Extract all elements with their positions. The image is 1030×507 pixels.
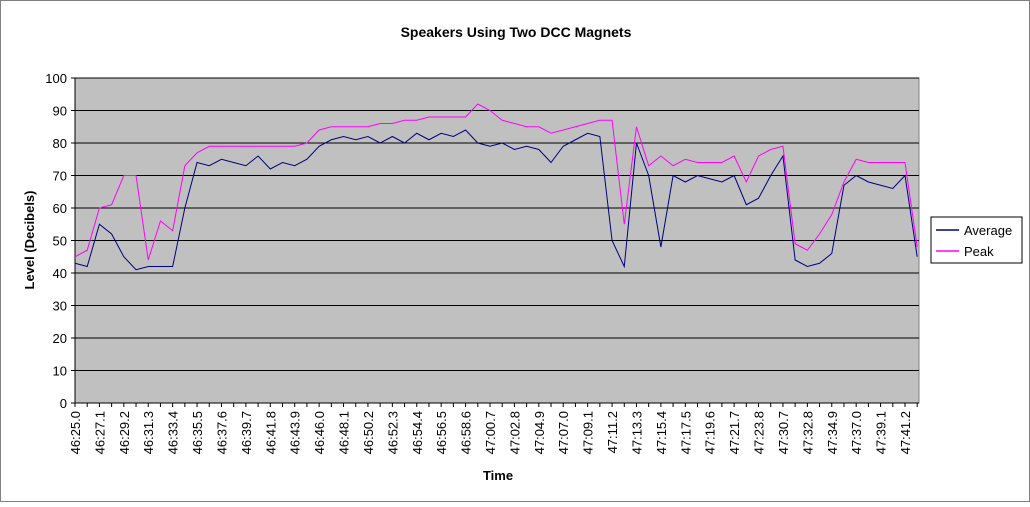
x-tick-label: 46:33.4 <box>166 411 181 454</box>
x-tick-label: 47:13.3 <box>629 411 644 454</box>
x-tick-label: 47:09.1 <box>581 411 596 454</box>
y-tick-label: 90 <box>53 104 67 119</box>
y-tick-label: 70 <box>53 169 67 184</box>
x-tick-label: 47:39.1 <box>874 411 889 454</box>
y-tick-label: 40 <box>53 266 67 281</box>
x-tick-label: 46:41.8 <box>263 411 278 454</box>
y-tick-label: 60 <box>53 201 67 216</box>
y-tick-label: 20 <box>53 331 67 346</box>
y-axis-label: Level (Decibels) <box>22 191 37 290</box>
x-tick-label: 46:39.7 <box>239 411 254 454</box>
x-tick-label: 46:27.1 <box>92 411 107 454</box>
legend-box <box>930 216 1023 264</box>
x-tick-label: 47:34.9 <box>825 411 840 454</box>
x-tick-label: 46:54.4 <box>410 411 425 454</box>
x-tick-label: 47:02.8 <box>507 411 522 454</box>
chart-title: Speakers Using Two DCC Magnets <box>401 24 632 40</box>
y-tick-label: 80 <box>53 136 67 151</box>
x-tick-label: 47:23.8 <box>752 411 767 454</box>
x-tick-label: 46:35.5 <box>190 411 205 454</box>
x-tick-label: 46:56.5 <box>434 411 449 454</box>
x-tick-label: 47:37.0 <box>849 411 864 454</box>
x-tick-label: 47:07.0 <box>556 411 571 454</box>
x-tick-label: 47:32.8 <box>800 411 815 454</box>
y-tick-label: 50 <box>53 234 67 249</box>
x-tick-label: 46:58.6 <box>459 411 474 454</box>
x-tick-label: 47:11.2 <box>605 411 620 453</box>
x-tick-label: 46:50.2 <box>361 411 376 454</box>
series-line <box>74 103 918 261</box>
x-tick-label: 46:25.0 <box>68 411 83 454</box>
x-tick-label: 47:04.9 <box>532 411 547 454</box>
y-tick-label: 10 <box>53 364 67 379</box>
y-tick-label: 30 <box>53 299 67 314</box>
x-tick-label: 47:17.5 <box>678 411 693 454</box>
y-tick-label: 0 <box>60 396 67 411</box>
legend-label: Average <box>964 223 1012 238</box>
x-tick-label: 46:46.0 <box>312 411 327 454</box>
x-tick-label: 46:52.3 <box>385 411 400 454</box>
x-tick-label: 46:37.6 <box>214 411 229 454</box>
x-tick-label: 47:30.7 <box>776 411 791 454</box>
x-tick-label: 47:15.4 <box>654 411 669 454</box>
x-axis-label: Time <box>483 468 513 483</box>
x-tick-label: 46:31.3 <box>141 411 156 454</box>
x-tick-label: 47:41.2 <box>898 411 913 454</box>
x-tick-label: 46:29.2 <box>117 411 132 454</box>
x-tick-label: 47:19.6 <box>703 411 718 454</box>
x-tick-label: 47:00.7 <box>483 411 498 454</box>
x-tick-label: 47:21.7 <box>727 411 742 454</box>
legend-label: Peak <box>964 244 994 259</box>
y-tick-label: 100 <box>45 71 67 86</box>
x-tick-label: 46:48.1 <box>337 411 352 454</box>
series-line <box>74 129 918 271</box>
x-tick-label: 46:43.9 <box>288 411 303 454</box>
